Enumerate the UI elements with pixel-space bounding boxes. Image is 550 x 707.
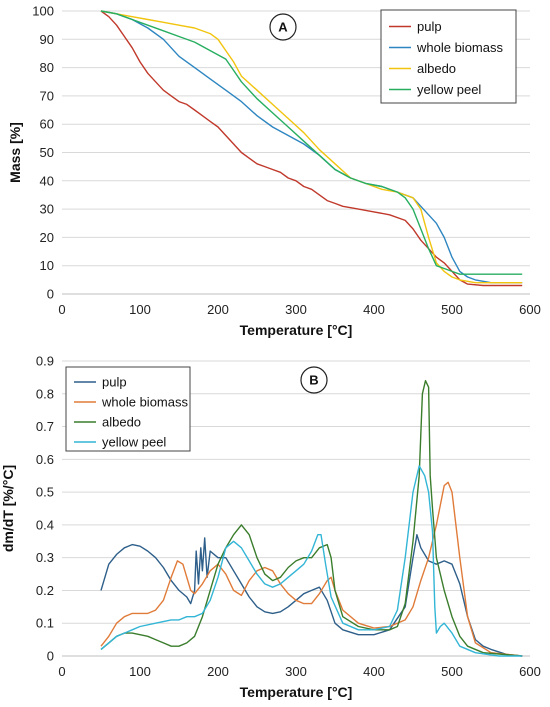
legend-label: albedo (102, 415, 141, 430)
x-tick-label: 400 (363, 302, 385, 317)
chart-panel-b: 0 0.1 0.2 0.3 0.4 0.5 0.6 0.7 0.8 0.9 0 100 200 300 40… (0, 354, 541, 701)
y-tick-label: 0.2 (36, 583, 54, 598)
legend-label: pulp (417, 19, 442, 34)
series-line-yellow-peel (100, 465, 523, 657)
x-tick-label: 100 (129, 664, 151, 679)
y-tick-label: 0.1 (36, 616, 54, 631)
y-axis-title: Mass [%] (7, 122, 23, 183)
series-line-albedo (100, 10, 523, 284)
y-tick-label: 0 (47, 287, 54, 302)
legend-label: yellow peel (102, 435, 166, 450)
x-tick-label: 100 (129, 302, 151, 317)
x-tick-label: 0 (58, 664, 65, 679)
legend-box (380, 9, 517, 104)
y-tick-label: 0.6 (36, 452, 54, 467)
y-tick-label: 40 (40, 173, 54, 188)
y-tick-label: 70 (40, 88, 54, 103)
x-tick-label: 200 (207, 664, 229, 679)
x-tick-label: 500 (441, 302, 463, 317)
legend-box (65, 366, 191, 452)
x-tick-label: 200 (207, 302, 229, 317)
y-tick-label: 90 (40, 32, 54, 47)
y-tick-label: 20 (40, 230, 54, 245)
x-axis-title: Temperature [°C] (240, 322, 353, 338)
x-tick-label: 500 (441, 664, 463, 679)
panel-label: A (278, 20, 288, 35)
chart-panel-a: 0 10 20 30 40 50 60 70 80 90 100 0 100 200 300 400 500 60… (7, 4, 541, 339)
x-tick-label: 600 (519, 302, 541, 317)
y-axis-title: dm/dT [%/°C] (0, 465, 16, 552)
y-tick-label: 0.7 (36, 419, 54, 434)
panel-label: B (309, 373, 318, 388)
x-tick-label: 300 (285, 302, 307, 317)
y-tick-label: 0.5 (36, 485, 54, 500)
panel-label-circle (300, 366, 328, 394)
legend: pulp whole biomass albedo yellow peel (380, 9, 517, 104)
y-tick-label: 100 (32, 4, 54, 19)
legend-label: pulp (102, 375, 127, 390)
series-line-albedo (100, 380, 523, 657)
panel-label-circle (269, 13, 297, 41)
legend-label: albedo (417, 61, 456, 76)
legend-label: whole biomass (416, 40, 503, 55)
x-tick-label: 600 (519, 664, 541, 679)
series-line-yellow-peel (100, 10, 523, 275)
y-tick-label: 50 (40, 145, 54, 160)
x-axis-title: Temperature [°C] (240, 684, 353, 700)
series-line-pulp (100, 10, 523, 287)
legend: pulp whole biomass albedo yellow peel (65, 366, 191, 452)
legend-label: whole biomass (101, 395, 188, 410)
y-tick-label: 30 (40, 202, 54, 217)
y-tick-label: 60 (40, 117, 54, 132)
x-tick-label: 0 (58, 302, 65, 317)
y-tick-label: 0.4 (36, 517, 54, 532)
y-tick-label: 80 (40, 60, 54, 75)
legend-label: yellow peel (417, 82, 481, 97)
y-tick-label: 10 (40, 258, 54, 273)
x-tick-label: 400 (363, 664, 385, 679)
y-tick-label: 0.3 (36, 550, 54, 565)
y-tick-label: 0.9 (36, 354, 54, 369)
y-tick-label: 0.8 (36, 386, 54, 401)
x-tick-label: 300 (285, 664, 307, 679)
y-tick-label: 0 (47, 649, 54, 664)
